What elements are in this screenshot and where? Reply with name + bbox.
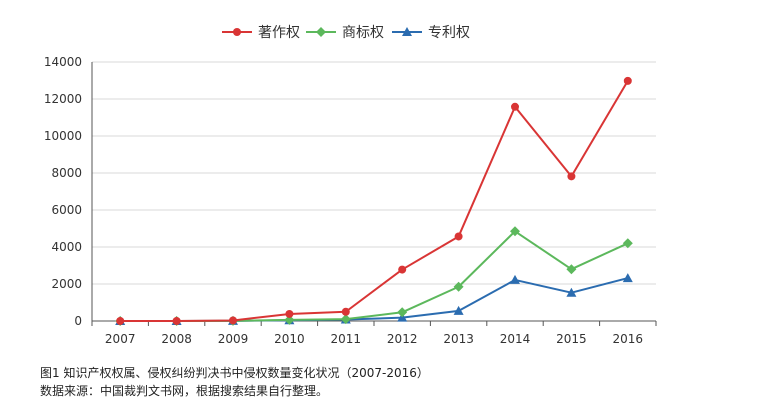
data-point-circle [511,102,519,111]
data-point-diamond [510,226,520,237]
x-tick-label: 2012 [387,332,418,346]
y-tick-label: 0 [74,314,82,328]
figure-caption: 图1 知识产权权属、侵权纠纷判决书中侵权数量变化状况（2007-2016） [40,366,429,380]
data-point-circle [341,307,350,316]
legend: 著作权 商标权 专利权 [222,25,470,41]
data-point-diamond [340,314,351,325]
data-point-diamond [453,281,464,292]
data-point-circle [229,316,237,325]
y-tick-label: 4000 [51,240,82,254]
legend-label: 著作权 [258,25,300,41]
data-point-triangle [566,287,577,297]
x-tick-label: 2007 [105,332,136,346]
x-tick-label: 2011 [331,332,362,346]
data-point-circle [623,76,632,85]
grid-lines [92,61,656,285]
y-tick-label: 6000 [51,203,82,217]
x-tick-label: 2008 [161,332,192,346]
data-point-triangle [402,27,412,36]
series-1 [116,76,632,325]
x-tick-label: 2015 [556,332,587,346]
data-point-circle [454,232,463,241]
data-point-circle [567,172,576,181]
series [115,76,633,326]
axes [91,62,657,326]
y-tick-label: 12000 [44,92,82,106]
y-tick-label: 10000 [44,129,82,143]
legend-label: 商标权 [342,25,384,41]
series-3 [115,273,633,325]
y-tick-label: 8000 [51,166,82,180]
legend-item: 著作权 [222,25,300,41]
data-point-diamond [397,307,408,318]
x-tick-label: 2016 [613,332,644,346]
legend-item: 专利权 [392,25,470,41]
data-point-circle [116,317,125,325]
x-tick-labels: 2007 2008 2009 2010 2011 2012 2013 2014 2015 2016 [105,332,643,346]
legend-label: 专利权 [428,25,470,41]
x-tick-label: 2014 [500,332,531,346]
series-line [120,230,629,322]
y-tick-labels: 0 2000 4000 6000 8000 10000 12000 14000 [44,55,82,328]
data-point-diamond [622,238,633,249]
data-point-diamond [284,314,295,325]
data-point-circle [285,309,294,318]
y-tick-label: 14000 [44,55,82,69]
series-2 [115,226,633,326]
y-tick-label: 2000 [51,277,82,291]
data-point-diamond [566,264,577,275]
data-point-circle [172,317,181,325]
data-point-circle [233,28,241,36]
x-tick-label: 2010 [274,332,305,346]
x-tick-label: 2009 [218,332,249,346]
data-point-triangle [510,274,520,284]
x-tick-label: 2013 [443,332,474,346]
data-point-triangle [622,273,633,283]
data-point-circle [398,265,407,274]
legend-item: 商标权 [306,25,384,41]
data-point-triangle [453,305,464,315]
data-source-note: 数据来源：中国裁判文书网，根据搜索结果自行整理。 [40,384,329,398]
series-line [120,277,629,322]
series-line [120,80,629,322]
data-point-diamond [316,27,326,37]
